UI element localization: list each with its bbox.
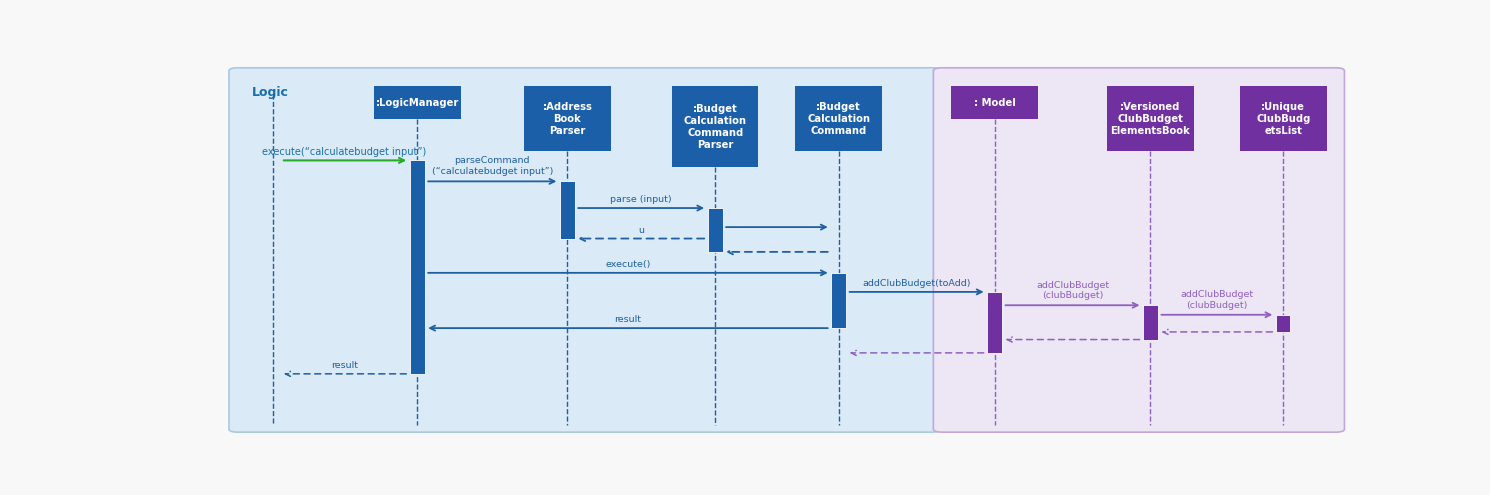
FancyBboxPatch shape (1277, 315, 1290, 332)
Text: parseCommand
(“calculatebudget input”): parseCommand (“calculatebudget input”) (432, 156, 553, 176)
Text: addClubBudget(toAdd): addClubBudget(toAdd) (863, 279, 971, 288)
Text: execute(): execute() (605, 260, 651, 269)
Text: :Address
Book
Parser: :Address Book Parser (542, 101, 592, 136)
FancyBboxPatch shape (1240, 86, 1326, 151)
Text: Model: Model (957, 86, 998, 99)
Text: Logic: Logic (252, 86, 289, 99)
FancyBboxPatch shape (831, 273, 846, 328)
Text: :Unique
ClubBudg
etsList: :Unique ClubBudg etsList (1256, 101, 1310, 136)
Text: :Budget
Calculation
Command: :Budget Calculation Command (808, 101, 870, 136)
Text: execute(“calculatebudget input”): execute(“calculatebudget input”) (262, 147, 426, 156)
Text: :LogicManager: :LogicManager (375, 98, 459, 107)
FancyBboxPatch shape (524, 86, 611, 151)
Text: :Budget
Calculation
Command
Parser: :Budget Calculation Command Parser (684, 103, 746, 149)
Text: : Model: : Model (973, 98, 1016, 107)
FancyBboxPatch shape (708, 208, 723, 252)
FancyBboxPatch shape (410, 160, 425, 374)
FancyBboxPatch shape (933, 68, 1344, 432)
FancyBboxPatch shape (1107, 86, 1193, 151)
Text: addClubBudget
(clubBudget): addClubBudget (clubBudget) (1036, 281, 1109, 300)
Text: parse (input): parse (input) (611, 195, 672, 204)
Text: u: u (638, 227, 644, 236)
FancyBboxPatch shape (374, 86, 460, 119)
Text: :Versioned
ClubBudget
ElementsBook: :Versioned ClubBudget ElementsBook (1110, 101, 1191, 136)
Text: result: result (332, 361, 359, 370)
FancyBboxPatch shape (560, 181, 575, 239)
FancyBboxPatch shape (672, 86, 758, 167)
FancyBboxPatch shape (986, 292, 1003, 353)
Text: addClubBudget
(clubBudget): addClubBudget (clubBudget) (1180, 291, 1253, 310)
Text: result: result (614, 315, 641, 324)
FancyBboxPatch shape (1143, 305, 1158, 340)
FancyBboxPatch shape (229, 68, 940, 432)
FancyBboxPatch shape (796, 86, 882, 151)
FancyBboxPatch shape (951, 86, 1039, 119)
